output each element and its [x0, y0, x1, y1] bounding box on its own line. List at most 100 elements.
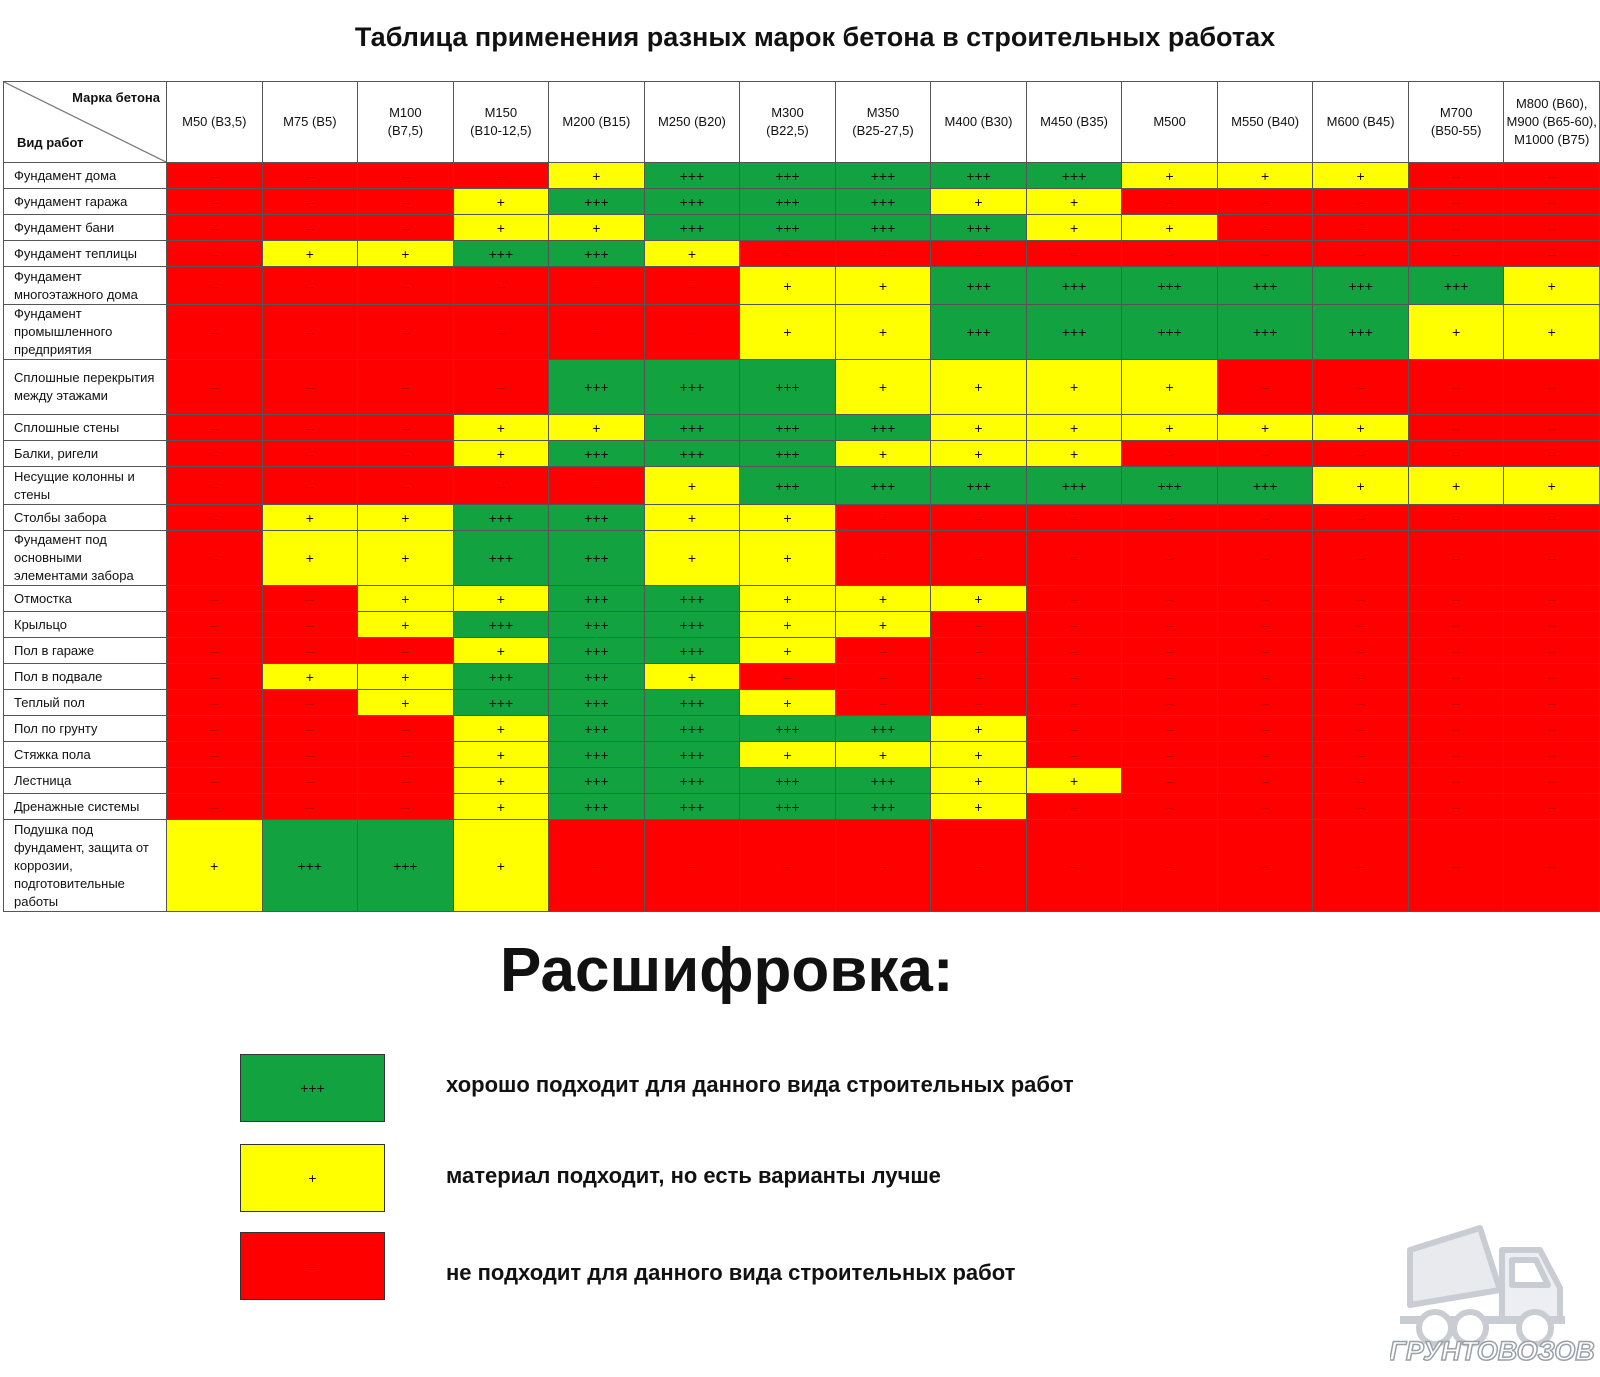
cell-ok: +: [834, 304, 932, 360]
cell-bad: –: [643, 819, 741, 912]
cell-good: +++: [834, 414, 932, 441]
cell-good: +++: [548, 741, 645, 768]
cell-bad: –: [261, 637, 359, 664]
table-row: Столбы забора – + + +++ +++ + + – – – – – – – –: [3, 504, 1600, 531]
cell-bad: –: [1216, 214, 1314, 241]
grade-header: М450 (В35): [1025, 81, 1123, 163]
cell-ok: +: [930, 793, 1027, 820]
cell-ok: +: [357, 611, 454, 638]
cell-bad: –: [548, 819, 645, 912]
work-type-label: Фундамент бани: [3, 214, 167, 241]
work-type-label: Фундамент дома: [3, 162, 167, 189]
cell-ok: +: [1503, 466, 1600, 505]
cell-good: +++: [452, 663, 550, 690]
table-row: Пол по грунту – – – + +++ +++ +++ +++ + – – – – – –: [3, 715, 1600, 742]
logo-text: ГРУНТОВОЗОВ: [1390, 1336, 1595, 1366]
grade-header: М500: [1121, 81, 1218, 163]
cell-bad: –: [357, 304, 454, 360]
cell-bad: –: [930, 611, 1027, 638]
cell-good: +++: [1312, 304, 1409, 360]
table-row: Отмостка – – + + +++ +++ + + + – – – – – –: [3, 585, 1600, 612]
cell-bad: –: [930, 689, 1027, 716]
cell-bad: –: [261, 440, 359, 467]
cell-bad: –: [1216, 359, 1314, 415]
cell-ok: +: [548, 214, 645, 241]
cell-ok: +: [1312, 162, 1409, 189]
cell-bad: –: [1407, 819, 1505, 912]
gruntovozov-logo: ГРУНТОВОЗОВ: [1390, 1225, 1595, 1367]
cell-good: +++: [739, 767, 836, 794]
cell-bad: –: [166, 359, 263, 415]
work-type-label: Пол в гараже: [3, 637, 167, 664]
cell-ok: +: [643, 663, 741, 690]
cell-bad: –: [930, 819, 1027, 912]
work-type-label: Сплошные перекрытия между этажами: [3, 359, 167, 415]
cell-ok: +: [739, 611, 836, 638]
cell-good: +++: [1121, 466, 1218, 505]
cell-bad: –: [834, 819, 932, 912]
cell-ok: +: [930, 767, 1027, 794]
cell-good: +++: [930, 214, 1027, 241]
cell-bad: –: [166, 188, 263, 215]
cell-bad: –: [1121, 819, 1218, 912]
cell-bad: –: [1503, 663, 1600, 690]
cell-bad: –: [1407, 530, 1505, 586]
cell-bad: –: [1312, 359, 1409, 415]
cell-good: +++: [643, 793, 741, 820]
cell-ok: +: [452, 767, 550, 794]
cell-good: +++: [834, 715, 932, 742]
cell-bad: –: [1503, 689, 1600, 716]
table-row: Фундамент гаража – – – + +++ +++ +++ +++ + + – – – – –: [3, 188, 1600, 215]
cell-ok: +: [643, 240, 741, 267]
table-row: Фундамент промышленного предприятия – – – – –…: [3, 304, 1600, 360]
legend-swatch-ok: +: [240, 1144, 385, 1212]
grade-header: М700 (В50-55): [1407, 81, 1505, 163]
cell-bad: –: [357, 741, 454, 768]
cell-bad: –: [1312, 819, 1409, 912]
cell-bad: –: [1216, 741, 1314, 768]
cell-good: +++: [643, 359, 741, 415]
cell-ok: +: [930, 715, 1027, 742]
cell-bad: –: [1503, 767, 1600, 794]
cell-bad: –: [1312, 440, 1409, 467]
cell-bad: –: [166, 504, 263, 531]
cell-good: +++: [452, 504, 550, 531]
cell-ok: +: [739, 530, 836, 586]
cell-bad: –: [1216, 188, 1314, 215]
work-type-label: Стяжка пола: [3, 741, 167, 768]
cell-bad: –: [1503, 504, 1600, 531]
cell-bad: –: [1407, 663, 1505, 690]
cell-bad: –: [548, 466, 645, 505]
cell-ok: +: [452, 793, 550, 820]
cell-bad: –: [1407, 715, 1505, 742]
cell-bad: –: [357, 359, 454, 415]
grade-header: М600 (В45): [1312, 81, 1409, 163]
cell-good: +++: [834, 767, 932, 794]
cell-bad: –: [1025, 637, 1123, 664]
cell-ok: +: [261, 530, 359, 586]
cell-ok: +: [1025, 214, 1123, 241]
cell-ok: +: [1216, 414, 1314, 441]
cell-bad: –: [166, 214, 263, 241]
cell-bad: –: [357, 466, 454, 505]
cell-good: +++: [643, 689, 741, 716]
cell-bad: –: [1025, 689, 1123, 716]
cell-bad: –: [166, 440, 263, 467]
cell-ok: +: [739, 304, 836, 360]
cell-bad: –: [357, 266, 454, 305]
work-type-label: Фундамент под основными элементами забор…: [3, 530, 167, 586]
cell-ok: +: [1025, 440, 1123, 467]
cell-bad: –: [1503, 611, 1600, 638]
cell-good: +++: [1216, 266, 1314, 305]
cell-bad: –: [1312, 715, 1409, 742]
cell-bad: –: [1503, 214, 1600, 241]
work-type-label: Несущие колонны и стены: [3, 466, 167, 505]
cell-good: +++: [452, 611, 550, 638]
cell-bad: –: [1121, 240, 1218, 267]
cell-bad: –: [1407, 359, 1505, 415]
cell-ok: +: [1121, 414, 1218, 441]
cell-bad: –: [1025, 530, 1123, 586]
corner-label-work: Вид работ: [17, 135, 84, 150]
page-title: Таблица применения разных марок бетона в…: [354, 22, 1276, 52]
cell-bad: –: [1407, 585, 1505, 612]
